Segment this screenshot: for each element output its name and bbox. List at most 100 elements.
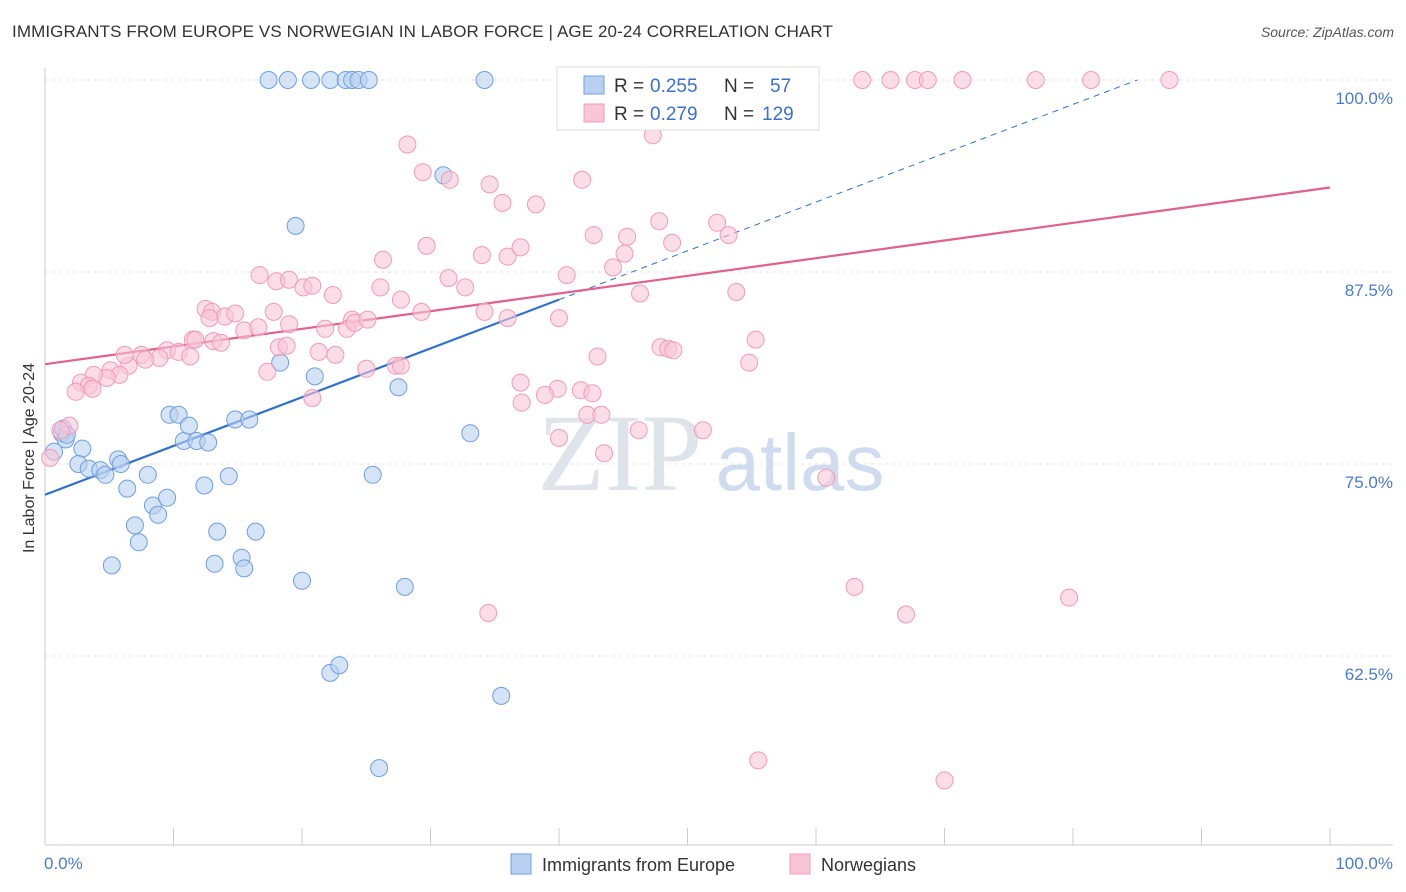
point-norwegians-21 xyxy=(440,170,459,189)
point-europe-31 xyxy=(179,416,198,435)
point-norwegians-126 xyxy=(935,771,954,790)
point-europe-23 xyxy=(102,556,121,575)
y-tick-label-2: 75.0% xyxy=(1345,473,1393,492)
point-norwegians-89 xyxy=(83,379,102,398)
stats-swatch-norwegians xyxy=(583,103,605,123)
point-norwegians-102 xyxy=(511,373,530,392)
y-tick-labels: 100.0% 87.5% 75.0% 62.5% xyxy=(1335,89,1393,684)
legend-swatch-norwegians xyxy=(789,853,811,875)
point-norwegians-32 xyxy=(719,226,738,245)
point-norwegians-56 xyxy=(498,309,517,328)
point-norwegians-40 xyxy=(727,283,746,301)
point-norwegians-22 xyxy=(480,175,499,194)
point-europe-17 xyxy=(96,465,115,484)
point-europe-48 xyxy=(330,656,349,675)
point-norwegians-34 xyxy=(417,236,436,255)
watermark-atlas: atlas xyxy=(716,418,885,507)
point-europe-41 xyxy=(240,410,259,429)
point-europe-42 xyxy=(246,522,265,541)
stats-n-key-norwegians: N = xyxy=(724,104,754,125)
y-axis-title: In Labor Force | Age 20-24 xyxy=(21,363,38,553)
stats-r-key-europe: R = xyxy=(614,76,644,97)
point-europe-46 xyxy=(305,367,324,386)
y-tick-label-0: 100.0% xyxy=(1335,89,1393,108)
point-europe-35 xyxy=(205,554,224,573)
point-europe-54 xyxy=(461,424,480,443)
point-norwegians-112 xyxy=(595,444,613,463)
point-norwegians-31 xyxy=(708,213,727,232)
point-norwegians-50 xyxy=(371,278,390,297)
point-europe-55 xyxy=(492,686,511,705)
point-norwegians-36 xyxy=(498,247,517,266)
point-europe-33 xyxy=(195,476,214,495)
point-norwegians-109 xyxy=(512,393,531,412)
point-europe-37 xyxy=(219,467,238,486)
point-norwegians-92 xyxy=(51,421,70,440)
point-norwegians-96 xyxy=(326,345,345,364)
point-europe-3 xyxy=(321,71,340,89)
point-norwegians-123 xyxy=(1060,588,1079,607)
stats-n-key-europe: N = xyxy=(724,76,754,97)
point-norwegians-24 xyxy=(526,195,545,214)
point-norwegians-65 xyxy=(280,315,299,334)
point-norwegians-111 xyxy=(550,428,568,447)
point-norwegians-125 xyxy=(749,751,768,770)
point-europe-2 xyxy=(302,71,320,89)
point-europe-51 xyxy=(389,378,408,397)
legend: Immigrants from Europe Norwegians xyxy=(510,853,916,875)
point-norwegians-107 xyxy=(592,405,611,424)
point-norwegians-61 xyxy=(226,304,245,323)
point-europe-27 xyxy=(158,488,177,507)
point-europe-13 xyxy=(73,439,92,458)
point-europe-36 xyxy=(208,522,227,541)
point-norwegians-38 xyxy=(604,258,622,277)
point-europe-21 xyxy=(125,516,144,535)
point-norwegians-52 xyxy=(412,302,431,321)
point-norwegians-30 xyxy=(663,233,682,252)
point-europe-34 xyxy=(199,433,218,452)
point-europe-49 xyxy=(363,465,382,484)
point-europe-44 xyxy=(286,216,305,235)
point-norwegians-72 xyxy=(200,309,219,328)
point-norwegians-118 xyxy=(740,353,759,372)
point-norwegians-16 xyxy=(1026,71,1045,89)
point-europe-1 xyxy=(278,71,297,89)
point-norwegians-122 xyxy=(897,605,915,624)
stats-box: R = 0.255 N = 57 R = 0.279 N = 129 xyxy=(556,66,820,131)
watermark-zip: ZIP xyxy=(538,392,703,514)
point-norwegians-110 xyxy=(535,385,554,404)
trend-line-norwegians xyxy=(44,186,1331,366)
point-norwegians-53 xyxy=(439,269,458,288)
point-europe-8 xyxy=(475,71,494,89)
point-norwegians-14 xyxy=(918,71,937,89)
point-norwegians-75 xyxy=(181,347,200,366)
point-norwegians-94 xyxy=(277,336,296,355)
point-norwegians-113 xyxy=(629,421,648,440)
point-norwegians-64 xyxy=(264,302,283,321)
legend-label-europe: Immigrants from Europe xyxy=(542,855,735,875)
chart-title: IMMIGRANTS FROM EUROPE VS NORWEGIAN IN L… xyxy=(12,22,833,41)
point-norwegians-119 xyxy=(746,330,765,349)
point-europe-52 xyxy=(395,577,414,596)
point-norwegians-43 xyxy=(250,266,269,285)
point-norwegians-57 xyxy=(550,309,568,328)
y-tick-label-3: 62.5% xyxy=(1345,665,1393,684)
point-norwegians-98 xyxy=(391,356,410,375)
stats-n-value-europe: 57 xyxy=(770,76,791,97)
point-norwegians-27 xyxy=(584,226,603,245)
legend-label-norwegians: Norwegians xyxy=(821,855,916,875)
point-europe-20 xyxy=(118,479,137,498)
stats-r-value-norwegians: 0.279 xyxy=(650,104,698,125)
point-norwegians-23 xyxy=(493,193,512,212)
point-europe-24 xyxy=(138,465,157,484)
point-norwegians-105 xyxy=(588,347,607,366)
point-norwegians-51 xyxy=(391,290,410,309)
point-norwegians-28 xyxy=(618,227,637,246)
point-europe-22 xyxy=(129,533,148,552)
point-norwegians-54 xyxy=(456,278,475,297)
point-norwegians-80 xyxy=(136,350,155,369)
point-norwegians-11 xyxy=(853,71,872,89)
point-norwegians-63 xyxy=(249,318,268,337)
point-norwegians-121 xyxy=(845,577,864,596)
